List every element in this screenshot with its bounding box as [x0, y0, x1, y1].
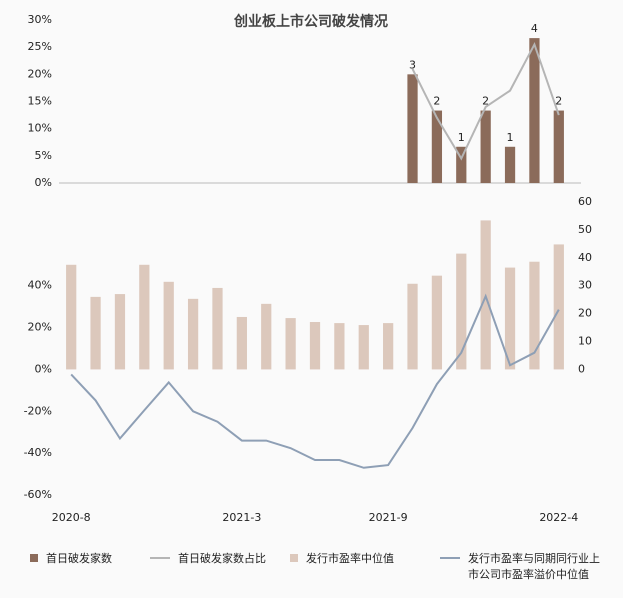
y-tick-label: 0%	[35, 176, 52, 189]
data-label: 2	[555, 95, 562, 108]
y-tick-label: -60%	[24, 488, 52, 501]
data-label: 4	[531, 22, 538, 35]
data-label: 2	[433, 95, 440, 108]
legend-item: 首日破发家数	[30, 550, 150, 582]
x-tick-label: 2021-3	[222, 511, 261, 524]
chart: 创业板上市公司破发情况 0% 5% 10% 15% 20% 25% 30% 3 2 1 2 1 4 2 -6…	[24, 13, 592, 524]
bar	[504, 146, 516, 183]
y-tick-label: 10%	[28, 122, 52, 135]
x-tick-label: 2022-4	[539, 511, 578, 524]
chart-title: 创业板上市公司破发情况	[233, 13, 388, 30]
bar	[261, 303, 272, 370]
y-tick-label: -20%	[24, 404, 52, 417]
y2-tick-label: 30	[578, 279, 592, 292]
y-tick-label: 15%	[28, 95, 52, 108]
x-tick-label: 2021-9	[369, 511, 408, 524]
bar	[212, 287, 223, 370]
y2-tick-label: 20	[578, 307, 592, 320]
bar	[456, 253, 467, 370]
y2-tick-label: 0	[578, 362, 585, 375]
y2-tick-label: 60	[578, 195, 592, 208]
y-tick-label: 20%	[28, 67, 52, 80]
bar	[553, 244, 564, 370]
legend-label: 首日破发家数	[46, 552, 112, 565]
bar	[383, 323, 394, 370]
bar	[407, 74, 418, 183]
bar	[480, 110, 491, 183]
bar	[431, 110, 443, 183]
y2-tick-label: 40	[578, 251, 592, 264]
data-label: 1	[507, 131, 514, 144]
bar	[114, 294, 126, 370]
y-tick-label: 20%	[28, 321, 52, 334]
data-label: 1	[458, 131, 465, 144]
y-tick-label: -40%	[24, 446, 52, 459]
y-tick-label: 30%	[28, 13, 52, 26]
legend-swatch	[30, 554, 38, 562]
bar	[358, 325, 369, 370]
legend: 首日破发家数 首日破发家数占比 发行市盈率中位值 发行市盈率与同期同行业上市公司市盈率…	[30, 550, 610, 582]
legend-item: 发行市盈率中位值	[290, 550, 440, 582]
bar	[163, 281, 174, 370]
legend-swatch	[440, 557, 460, 559]
bar	[431, 275, 443, 370]
bar	[309, 321, 321, 370]
bar	[66, 264, 77, 370]
legend-item: 发行市盈率与同期同行业上市公司市盈率溢价中位值	[440, 550, 610, 582]
bar	[529, 38, 540, 183]
legend-item: 首日破发家数占比	[150, 550, 290, 582]
legend-swatch	[150, 557, 170, 559]
bar	[90, 296, 101, 370]
line	[411, 41, 560, 161]
y-tick-label: 5%	[35, 149, 52, 162]
x-tick-label: 2020-8	[52, 511, 91, 524]
y2-tick-label: 50	[578, 223, 592, 236]
data-label: 2	[482, 95, 489, 108]
line	[70, 293, 560, 469]
y-tick-label: 0%	[35, 362, 52, 375]
bar	[139, 264, 150, 370]
data-label: 3	[409, 58, 416, 71]
legend-swatch	[290, 554, 298, 562]
bar	[504, 267, 516, 370]
y-tick-label: 40%	[28, 279, 52, 292]
bar	[285, 318, 296, 370]
legend-label: 发行市盈率中位值	[306, 552, 394, 565]
bar	[407, 283, 418, 370]
y2-tick-label: 10	[578, 335, 592, 348]
bar	[529, 261, 540, 370]
bar	[334, 323, 345, 370]
bar	[553, 110, 564, 183]
bar	[187, 298, 199, 370]
bar	[456, 146, 467, 183]
legend-label: 首日破发家数占比	[178, 552, 266, 565]
bar	[236, 316, 247, 370]
y-tick-label: 25%	[28, 40, 52, 53]
legend-label: 发行市盈率与同期同行业上市公司市盈率溢价中位值	[468, 552, 600, 581]
